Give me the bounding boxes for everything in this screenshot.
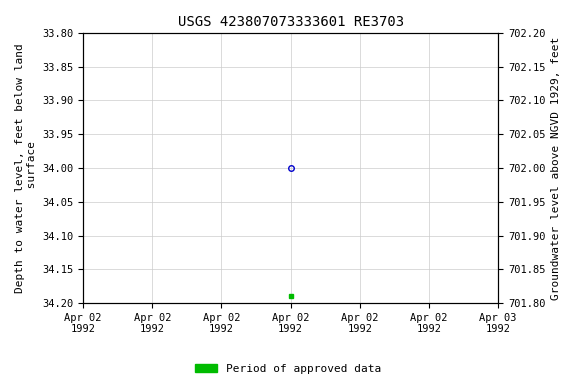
Y-axis label: Groundwater level above NGVD 1929, feet: Groundwater level above NGVD 1929, feet (551, 36, 561, 300)
Title: USGS 423807073333601 RE3703: USGS 423807073333601 RE3703 (177, 15, 404, 29)
Y-axis label: Depth to water level, feet below land
 surface: Depth to water level, feet below land su… (15, 43, 37, 293)
Legend: Period of approved data: Period of approved data (191, 359, 385, 379)
